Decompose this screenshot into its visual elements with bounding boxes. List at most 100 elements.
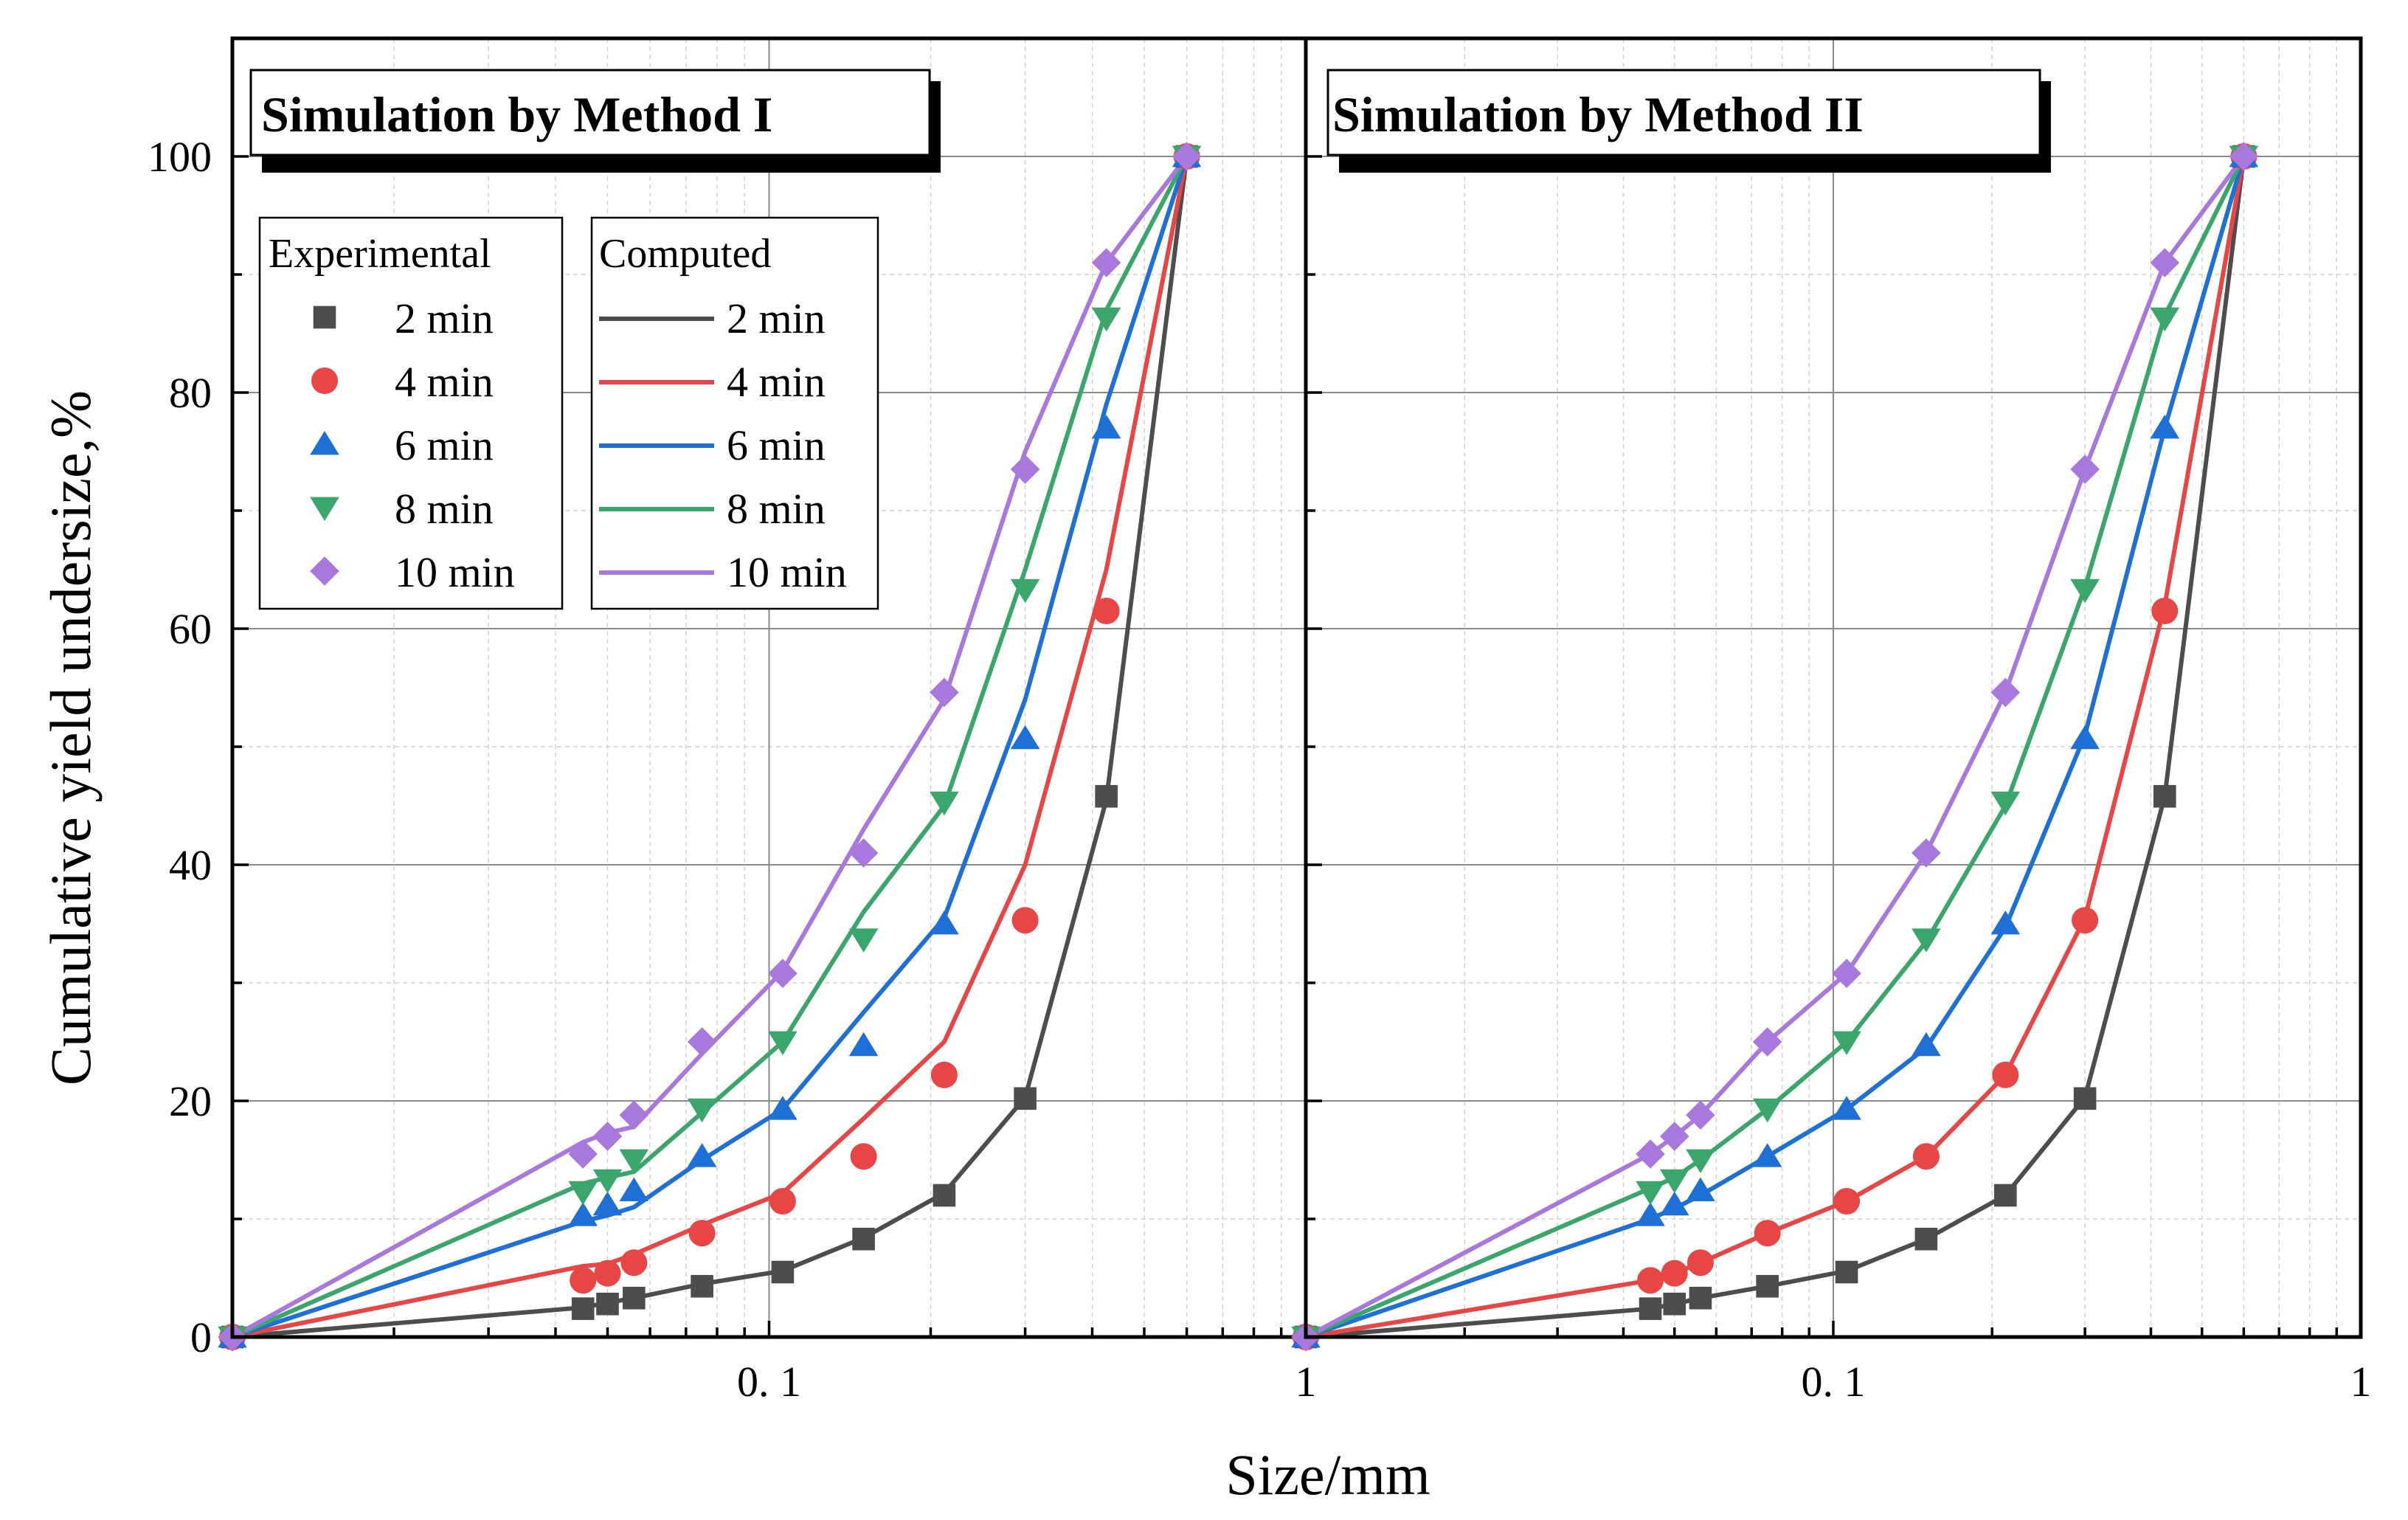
legend-computed-box — [590, 216, 879, 610]
panel-1-title: Simulation by Method I — [261, 86, 772, 142]
legend-exp-label: 10 min — [395, 548, 515, 596]
panel-1-marker-10min — [568, 1139, 598, 1169]
panel-2-marker-8min — [2070, 578, 2100, 604]
panel-2-marker-4min — [1833, 1188, 1861, 1215]
panel-2-title: Simulation by Method II — [1332, 86, 1864, 142]
panel-1-ticks: 0. 1 1 0 20 40 60 80 100 — [148, 133, 1317, 1406]
legend-comp-label: 2 min — [727, 294, 826, 342]
panel-2-marker-6min — [1990, 911, 2021, 935]
panel-1-marker-2min — [571, 1297, 595, 1320]
panel-2-marker-8min — [1752, 1098, 1782, 1123]
panel-2-marker-8min — [1832, 1031, 1861, 1055]
panel-1-marker-8min — [930, 791, 959, 816]
panel-1-marker-8min — [848, 928, 879, 953]
x-axis-label: Size/mm — [1225, 1443, 1430, 1507]
panel-1-marker-2min — [596, 1292, 619, 1316]
legend-exp-label: 6 min — [395, 421, 494, 469]
panel-2-marker-8min — [2150, 307, 2180, 332]
legend-comp-label: 10 min — [727, 548, 847, 596]
panel-2-marker-8min — [1990, 791, 2021, 816]
panel-2-marker-6min — [1686, 1177, 1715, 1201]
panel-1-marker-6min — [592, 1191, 623, 1216]
legend-exp-marker-8min — [310, 497, 339, 521]
panel-2-marker-10min — [1686, 1100, 1715, 1130]
legend-experimental-box — [258, 216, 564, 610]
panel-1-marker-4min — [850, 1143, 877, 1170]
panel-2-marker-6min — [1832, 1096, 1861, 1120]
panel-2-marker-2min — [1994, 1184, 2017, 1207]
panel-1-marker-6min — [1091, 415, 1121, 439]
panel-2-marker-4min — [1754, 1220, 1781, 1247]
panel-1-marker-10min — [592, 1122, 623, 1151]
legend-computed-title: Computed — [599, 231, 771, 277]
panel-2-marker-2min — [1756, 1274, 1779, 1298]
panel-1-marker-2min — [623, 1286, 646, 1310]
panel-1-marker-6min — [568, 1202, 598, 1226]
panel-1-marker-2min — [771, 1260, 795, 1284]
panel-1-title-frame — [249, 69, 931, 156]
panel-1-marker-10min — [687, 1027, 717, 1057]
y-tick-label: 20 — [169, 1077, 212, 1125]
panel-2-ticks: 0. 1 1 — [1304, 155, 2372, 1406]
panel-1-marker-4min — [769, 1188, 796, 1215]
panel-1-marker-2min — [852, 1227, 875, 1251]
panel-2-marker-2min — [2073, 1087, 2097, 1110]
y-tick-label: 80 — [169, 369, 212, 417]
panel-1-marker-4min — [1093, 598, 1120, 624]
panel-2-marker-4min — [1637, 1267, 1664, 1294]
panel-1-marker-2min — [933, 1184, 956, 1207]
panel-2-marker-10min — [1990, 677, 2021, 708]
panel-2-marker-6min — [1636, 1202, 1665, 1226]
panel-1-marker-6min — [768, 1096, 798, 1120]
panel-2-marker-4min — [1912, 1143, 1940, 1170]
panel-2-grid — [1306, 38, 2361, 1337]
panel-1-marker-10min — [768, 958, 798, 988]
panel-1-x-tick-label: 0. 1 — [737, 1358, 801, 1406]
panel-2-marker-4min — [1992, 1061, 2019, 1088]
panel-2-marker-4min — [2072, 907, 2099, 934]
panel-1-marker-8min — [619, 1149, 649, 1173]
panel-2-marker-10min — [2070, 455, 2100, 484]
panel-2-marker-4min — [2151, 598, 2179, 624]
panel-1-marker-10min — [930, 677, 959, 708]
panel-2-marker-2min — [1639, 1297, 1662, 1320]
panel-2-marker-2min — [1663, 1292, 1686, 1316]
panel-1-marker-8min — [1010, 578, 1040, 604]
panel-1-marker-8min — [687, 1098, 717, 1123]
panel-2-marker-10min — [1911, 838, 1941, 868]
panel-1-marker-8min — [568, 1181, 598, 1206]
panel-1-marker-8min — [1091, 307, 1121, 332]
legend-exp-label: 8 min — [395, 485, 494, 533]
y-tick-label: 60 — [169, 605, 212, 653]
panel-1-marker-4min — [620, 1249, 648, 1277]
legend-experimental-title: Experimental — [269, 231, 491, 277]
panel-2-marker-6min — [1911, 1032, 1941, 1057]
y-tick-label: 0 — [190, 1313, 212, 1361]
legend-comp-label: 4 min — [727, 358, 826, 406]
panel-2-marker-2min — [1914, 1227, 1938, 1251]
legend-exp-label: 4 min — [395, 358, 494, 406]
panel-1-marker-6min — [1010, 725, 1040, 750]
panel-2-marker-6min — [1659, 1191, 1689, 1216]
legend-exp-marker-6min — [310, 431, 339, 455]
panel-1-marker-10min — [1091, 248, 1121, 277]
panel-2-marker-8min — [1686, 1149, 1715, 1173]
panel-2-experimental-markers — [1291, 142, 2259, 1352]
panel-2-marker-2min — [2153, 784, 2176, 808]
panel-1-marker-4min — [688, 1220, 716, 1247]
panel-2-title-frame — [1326, 69, 2041, 156]
y-tick-label: 40 — [169, 841, 212, 889]
panel-1-marker-10min — [1010, 455, 1040, 484]
panel-1-marker-2min — [1014, 1087, 1037, 1110]
panel-method-2: 0. 1 1 Simulation by Method II — [1291, 36, 2372, 1406]
panel-2-marker-10min — [2229, 142, 2259, 171]
panel-1-marker-8min — [592, 1169, 623, 1194]
panel-2-marker-10min — [1636, 1139, 1665, 1169]
panel-1-marker-6min — [687, 1143, 717, 1167]
panel-2-marker-8min — [1659, 1169, 1689, 1194]
panel-1-title-box: Simulation by Method I — [249, 69, 941, 173]
panel-2-marker-2min — [1835, 1260, 1858, 1284]
panel-2-marker-8min — [1636, 1181, 1665, 1206]
legend-exp-marker-2min — [313, 305, 336, 329]
